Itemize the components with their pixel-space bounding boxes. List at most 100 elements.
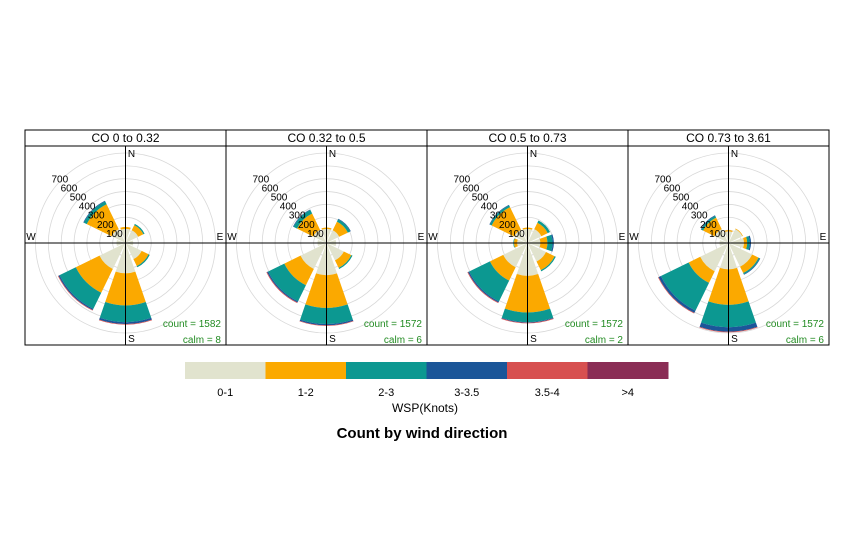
radial-tick-label: 700 xyxy=(52,174,69,185)
wind-sector-se-2-3 xyxy=(743,257,760,275)
wind-sector-nw-0-1 xyxy=(111,229,126,243)
radial-tick-label: 100 xyxy=(307,229,324,240)
radial-tick-label: 400 xyxy=(280,202,297,213)
radial-tick-label: 600 xyxy=(262,183,279,194)
wind-sector-sw-0-1 xyxy=(503,243,528,268)
wind-sector-nw-1-2 xyxy=(86,204,119,237)
wind-sector-ne-0-1 xyxy=(527,229,542,243)
wind-sector-nw-0-1 xyxy=(714,229,729,243)
chart-title: Count by wind direction xyxy=(337,425,508,442)
radial-tick-label: 700 xyxy=(454,174,471,185)
calm-label: calm = 6 xyxy=(384,335,423,346)
wind-sector-se-1-2 xyxy=(133,250,149,267)
compass-label-e: E xyxy=(217,232,224,243)
wind-sector-s-3.5-4 xyxy=(299,320,354,326)
radial-tick-label: 600 xyxy=(61,183,78,194)
wind-sector-sw-1-2 xyxy=(284,255,314,286)
radial-tick-label: 100 xyxy=(508,229,525,240)
compass-label-e: E xyxy=(619,232,626,243)
wind-sector-sw-2-3 xyxy=(59,267,102,309)
compass-label-s: S xyxy=(731,334,738,345)
wind-sector-ne-0-1 xyxy=(326,230,340,243)
radial-tick-label: 300 xyxy=(88,211,105,222)
wind-sector-sw-2-3 xyxy=(469,261,510,302)
wind-sector-s-3-3.5 xyxy=(99,317,152,325)
radial-tick-label: 400 xyxy=(79,202,96,213)
wind-sector-sw-2-3 xyxy=(268,263,306,302)
radial-tick-label: 300 xyxy=(691,211,708,222)
strip-label: CO 0.32 to 0.5 xyxy=(287,131,365,145)
compass-label-n: N xyxy=(329,149,336,160)
wind-sector-nw-2-3 xyxy=(701,215,717,231)
calm-label: calm = 8 xyxy=(183,335,222,346)
legend-label: 0-1 xyxy=(217,387,233,399)
wind-sector-ne-1-2 xyxy=(131,225,144,237)
compass-label-w: W xyxy=(227,232,237,243)
wind-sector-nw-2-3 xyxy=(293,210,313,229)
compass-label-s: S xyxy=(329,334,336,345)
radial-tick-label: 600 xyxy=(463,183,480,194)
compass-label-e: E xyxy=(820,232,827,243)
wind-sector-nw-2-3 xyxy=(83,201,107,225)
compass-label-w: W xyxy=(629,232,639,243)
radial-tick-label: 500 xyxy=(271,193,288,204)
legend-swatch xyxy=(587,362,669,379)
wind-sector-sw-0-1 xyxy=(99,243,126,270)
wind-sector-se-2-3 xyxy=(540,256,556,272)
wind-sector-se-2-3 xyxy=(136,254,150,268)
wind-sector-se-0-1 xyxy=(527,243,546,262)
wind-sector-se-0-1 xyxy=(125,243,142,260)
wind-sector-sw-1-2 xyxy=(688,256,715,283)
wind-sector-w-2-3 xyxy=(513,238,515,248)
wind-sector-ne-1-2 xyxy=(534,222,548,237)
wind-sector-se-0-1 xyxy=(326,243,344,261)
panel-border xyxy=(627,145,830,346)
wind-sector-se-1-2 xyxy=(536,252,555,271)
wind-sector-s-3.5-4 xyxy=(98,319,153,325)
radial-tick-label: 200 xyxy=(499,220,516,231)
radial-tick-label: 400 xyxy=(481,202,498,213)
legend-swatch xyxy=(265,362,347,379)
radial-tick-label: 600 xyxy=(664,183,681,194)
compass-label-n: N xyxy=(731,149,738,160)
legend-label: 3.5-4 xyxy=(535,387,560,399)
radial-tick-label: 200 xyxy=(97,220,114,231)
wind-sector-se-1-2 xyxy=(334,251,352,268)
legend-title: WSP(Knots) xyxy=(392,401,458,415)
legend: 0-1 1-2 2-3 3-3.5 3.5-4 >4 xyxy=(185,362,669,399)
legend-swatch xyxy=(507,362,588,379)
wind-sector-sw-1-2 xyxy=(75,255,113,293)
wind-sector-e-3-3.5 xyxy=(551,234,554,252)
wind-sector-ne-1-2 xyxy=(332,221,348,237)
compass-label-n: N xyxy=(128,149,135,160)
radial-tick-label: 500 xyxy=(472,193,489,204)
wind-sector-sw-0-1 xyxy=(700,243,729,272)
wind-sector-sw-3-3.5 xyxy=(658,275,696,313)
compass-label-e: E xyxy=(418,232,425,243)
wind-sector-se-2-3 xyxy=(338,255,353,270)
wind-sector-s-3-3.5 xyxy=(501,317,554,323)
radial-tick-label: 200 xyxy=(700,220,717,231)
radial-tick-label: 700 xyxy=(655,174,672,185)
legend-label: 1-2 xyxy=(298,387,314,399)
strip-label: CO 0.73 to 3.61 xyxy=(686,131,771,145)
wind-sector-ne-0-1 xyxy=(728,229,743,243)
count-label: count = 1572 xyxy=(565,319,624,330)
radial-tick-label: 100 xyxy=(709,229,726,240)
strip-label: CO 0 to 0.32 xyxy=(91,131,159,145)
legend-label: 2-3 xyxy=(378,387,394,399)
legend-swatch xyxy=(426,362,508,379)
compass-label-w: W xyxy=(428,232,438,243)
wind-sector-s-3.5-4 xyxy=(699,326,758,333)
wind-sector-nw-1-2 xyxy=(297,213,321,237)
wind-sector-ne-2-3 xyxy=(336,219,351,233)
compass-label-s: S xyxy=(128,334,135,345)
count-label: count = 1572 xyxy=(364,319,423,330)
count-label: count = 1582 xyxy=(163,319,222,330)
radial-tick-label: 700 xyxy=(253,174,270,185)
